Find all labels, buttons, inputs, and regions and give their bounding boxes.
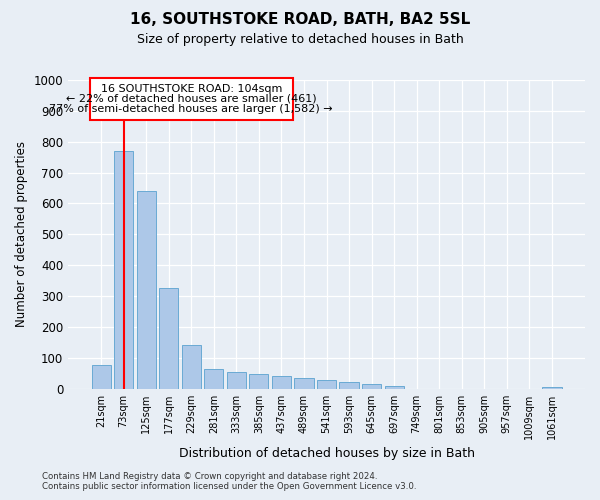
Bar	[272, 376, 291, 388]
Bar	[114, 151, 133, 388]
Bar	[137, 191, 156, 388]
Bar	[340, 382, 359, 388]
Bar	[90, 78, 293, 120]
Text: Contains HM Land Registry data © Crown copyright and database right 2024.: Contains HM Land Registry data © Crown c…	[42, 472, 377, 481]
Text: 16, SOUTHSTOKE ROAD, BATH, BA2 5SL: 16, SOUTHSTOKE ROAD, BATH, BA2 5SL	[130, 12, 470, 28]
X-axis label: Distribution of detached houses by size in Bath: Distribution of detached houses by size …	[179, 447, 475, 460]
Bar	[317, 380, 336, 388]
Bar	[182, 346, 201, 389]
Text: 77% of semi-detached houses are larger (1,582) →: 77% of semi-detached houses are larger (…	[49, 104, 333, 114]
Bar	[542, 387, 562, 388]
Text: Size of property relative to detached houses in Bath: Size of property relative to detached ho…	[137, 32, 463, 46]
Text: 16 SOUTHSTOKE ROAD: 104sqm: 16 SOUTHSTOKE ROAD: 104sqm	[101, 84, 282, 94]
Bar	[92, 366, 110, 388]
Bar	[159, 288, 178, 388]
Bar	[250, 374, 268, 388]
Y-axis label: Number of detached properties: Number of detached properties	[15, 142, 28, 328]
Bar	[362, 384, 381, 388]
Bar	[295, 378, 314, 388]
Bar	[204, 370, 223, 388]
Bar	[227, 372, 246, 388]
Text: Contains public sector information licensed under the Open Government Licence v3: Contains public sector information licen…	[42, 482, 416, 491]
Bar	[385, 386, 404, 388]
Text: ← 22% of detached houses are smaller (461): ← 22% of detached houses are smaller (46…	[66, 94, 317, 104]
